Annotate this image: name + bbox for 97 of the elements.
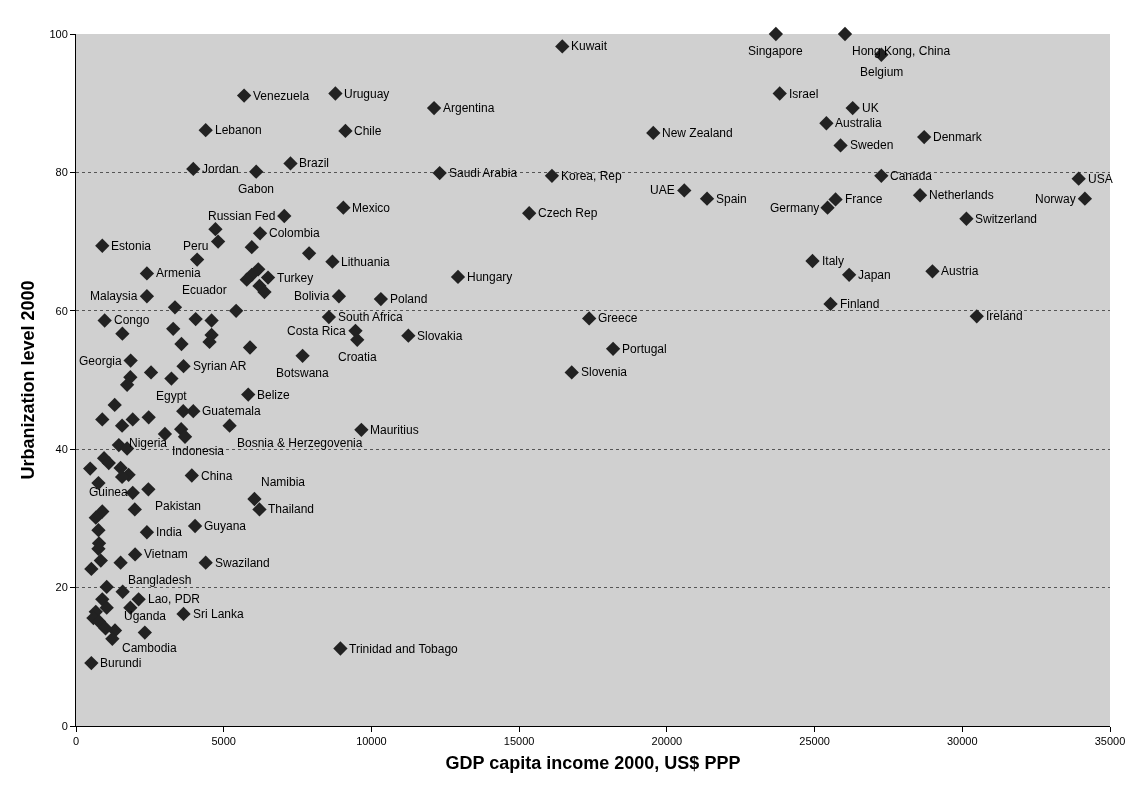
y-axis-title: Urbanization level 2000 (17, 280, 38, 480)
annotation: Switzerland (975, 212, 1038, 226)
annotation: Chile (354, 124, 382, 138)
x-tick-label: 25000 (799, 735, 830, 748)
annotation: Slovakia (417, 329, 463, 343)
annotation: Thailand (268, 502, 315, 516)
y-tick-label: 40 (55, 443, 68, 456)
annotation: Saudi Arabia (449, 166, 518, 180)
annotation: Belize (257, 388, 291, 402)
annotation: Guinea (89, 485, 129, 499)
annotation: China (201, 469, 233, 483)
annotation: Sweden (850, 138, 894, 152)
annotation: Belgium (860, 65, 904, 79)
x-tick-label: 30000 (946, 735, 978, 748)
annotation: Pakistan (155, 499, 202, 513)
x-tick-label: 20000 (651, 735, 683, 748)
annotation: Guyana (204, 519, 247, 533)
annotation: Uruguay (344, 87, 390, 101)
annotation: Greece (598, 311, 638, 325)
annotation: Estonia (111, 239, 152, 253)
annotation: Congo (114, 313, 150, 327)
annotation: Mexico (352, 201, 391, 215)
annotation: Netherlands (929, 188, 994, 202)
annotation: Burundi (100, 656, 142, 670)
annotation: Egypt (156, 389, 188, 403)
annotation: UAE (650, 183, 675, 197)
annotation: Namibia (261, 475, 306, 489)
annotation: Bosnia & Herzegovenia (237, 436, 363, 450)
annotation: Portugal (622, 342, 667, 356)
annotation: Jordan (202, 162, 239, 176)
annotation: Trinidad and Tobago (349, 642, 459, 656)
annotation: Costa Rica (287, 324, 347, 338)
annotation: Finland (840, 297, 880, 311)
x-tick-label: 15000 (503, 735, 535, 748)
annotation: Russian Fed (208, 209, 276, 223)
annotation: Japan (858, 268, 891, 282)
annotation: Mauritius (370, 423, 419, 437)
y-tick-label: 80 (55, 166, 68, 179)
x-tick-label: 10000 (356, 735, 387, 748)
annotation: Norway (1035, 192, 1076, 206)
annotation: Czech Rep (538, 206, 598, 220)
annotation: Australia (835, 116, 883, 130)
annotation: Syrian AR (193, 359, 247, 373)
annotation: Gabon (238, 182, 275, 196)
annotation: Sri Lanka (193, 607, 245, 621)
annotation: Israel (789, 87, 819, 101)
annotation: Brazil (299, 156, 330, 170)
annotation: Croatia (338, 350, 378, 364)
annotation: Armenia (156, 266, 202, 280)
annotation: Lithuania (341, 255, 391, 269)
y-tick-label: 60 (55, 304, 68, 317)
annotation: Swaziland (215, 556, 270, 570)
annotation: Nigeria (129, 436, 168, 450)
annotation: Bolivia (294, 289, 330, 303)
y-tick-label: 100 (49, 27, 68, 40)
annotation: Guatemala (202, 404, 262, 418)
annotation: India (156, 525, 183, 539)
annotation: Kuwait (571, 39, 608, 53)
annotation: South Africa (338, 310, 404, 324)
annotation: UK (862, 101, 879, 115)
annotation: Uganda (124, 609, 167, 623)
x-tick-label: 35000 (1094, 735, 1126, 748)
annotation: France (845, 192, 883, 206)
annotation: Bangladesh (128, 573, 192, 587)
annotation: Spain (716, 192, 747, 206)
x-tick-label: 0 (72, 735, 80, 748)
annotation: Venezuela (253, 89, 310, 103)
y-tick-label: 20 (55, 581, 68, 594)
annotation: Hungary (467, 270, 513, 284)
annotation: Slovenia (581, 365, 628, 379)
annotation: Argentina (443, 101, 495, 115)
x-tick-label: 5000 (211, 735, 236, 748)
annotation: Korea, Rep (561, 169, 623, 183)
annotation: Germany (770, 201, 820, 215)
annotation: Lao, PDR (148, 592, 201, 606)
x-axis-title: GDP capita income 2000, US$ PPP (445, 753, 741, 774)
annotation: Lebanon (215, 123, 262, 137)
annotation: Austria (941, 264, 979, 278)
annotation: Denmark (933, 130, 983, 144)
annotation: Singapore (748, 44, 804, 58)
annotation: Canada (890, 169, 933, 183)
annotation: Italy (822, 254, 845, 268)
annotation: Ireland (986, 309, 1023, 323)
annotation: USA (1088, 172, 1113, 186)
annotation: Peru (183, 239, 209, 253)
annotation: New Zealand (662, 126, 733, 140)
y-tick-label: 0 (61, 719, 68, 732)
annotation: Poland (390, 292, 428, 306)
annotation: Vietnam (144, 547, 188, 561)
annotation: Turkey (277, 271, 314, 285)
annotation: Botswana (276, 366, 330, 380)
annotation: Ecuador (182, 283, 227, 297)
annotation: Georgia (79, 354, 123, 368)
annotation: Colombia (269, 226, 321, 240)
annotation: Cambodia (122, 641, 178, 655)
annotation: Indonesia (172, 444, 225, 458)
annotation: Malaysia (90, 289, 138, 303)
